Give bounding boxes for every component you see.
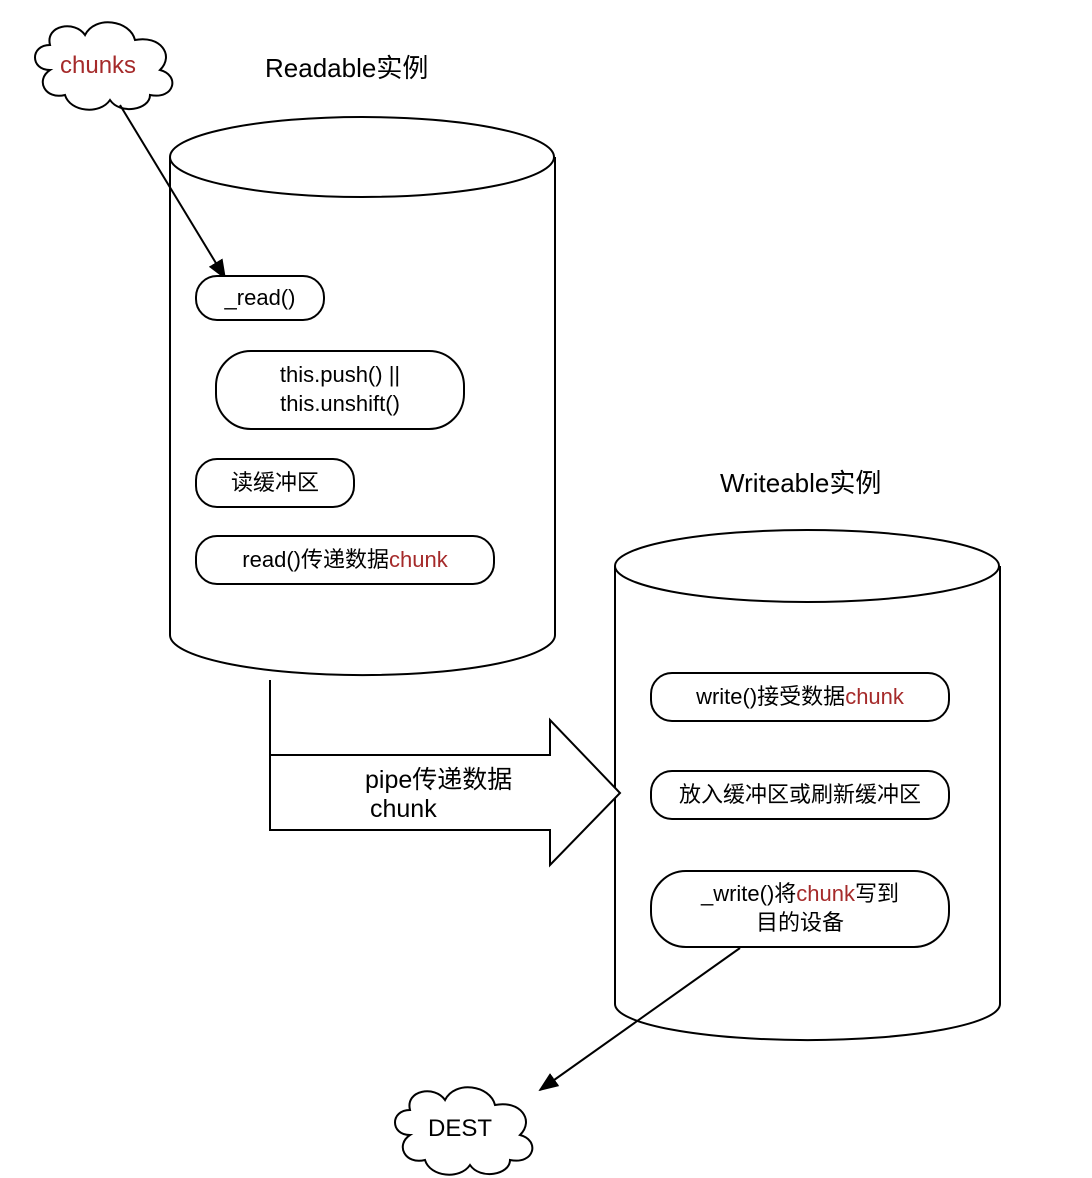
node-read-buffer: 读缓冲区 xyxy=(195,458,355,508)
readable-title: Readable实例 xyxy=(265,48,428,85)
chunks-label: chunks xyxy=(60,52,136,80)
node-push: this.push() || this.unshift() xyxy=(215,350,465,430)
node-push-line2: this.unshift() xyxy=(280,390,400,419)
arrow-write-to-dest xyxy=(540,948,740,1090)
node-read: _read() xyxy=(195,275,325,321)
node-writein: write()接受数据 chunk xyxy=(650,672,950,722)
node-readout: read()传递数据 chunk xyxy=(195,535,495,585)
diagram-canvas xyxy=(0,0,1092,1178)
node-writeout: _write()将chunk写到 目的设备 xyxy=(650,870,950,948)
pipe-label-chunk: chunk xyxy=(370,795,437,824)
node-writeout-post: 写到 xyxy=(855,881,899,906)
node-readout-pre: read()传递数据 xyxy=(242,546,389,575)
arrow-chunks-to-read xyxy=(120,105,225,278)
node-writein-chunk: chunk xyxy=(845,683,904,712)
writeable-title: Writeable实例 xyxy=(720,463,881,500)
node-write-buffer-label: 放入缓冲区或刷新缓冲区 xyxy=(679,781,921,810)
node-push-line1: this.push() || xyxy=(280,361,400,390)
pipe-label-top: pipe传递数据 xyxy=(365,760,512,796)
node-writeout-pre: _write()将 xyxy=(701,881,796,906)
node-readout-chunk: chunk xyxy=(389,546,448,575)
node-write-buffer: 放入缓冲区或刷新缓冲区 xyxy=(650,770,950,820)
node-writein-pre: write()接受数据 xyxy=(696,683,845,712)
node-read-buffer-label: 读缓冲区 xyxy=(231,469,319,498)
node-read-label: _read() xyxy=(225,284,296,313)
node-writeout-chunk: chunk xyxy=(796,881,855,906)
dest-label: DEST xyxy=(428,1115,492,1143)
node-writeout-line2: 目的设备 xyxy=(756,909,844,938)
